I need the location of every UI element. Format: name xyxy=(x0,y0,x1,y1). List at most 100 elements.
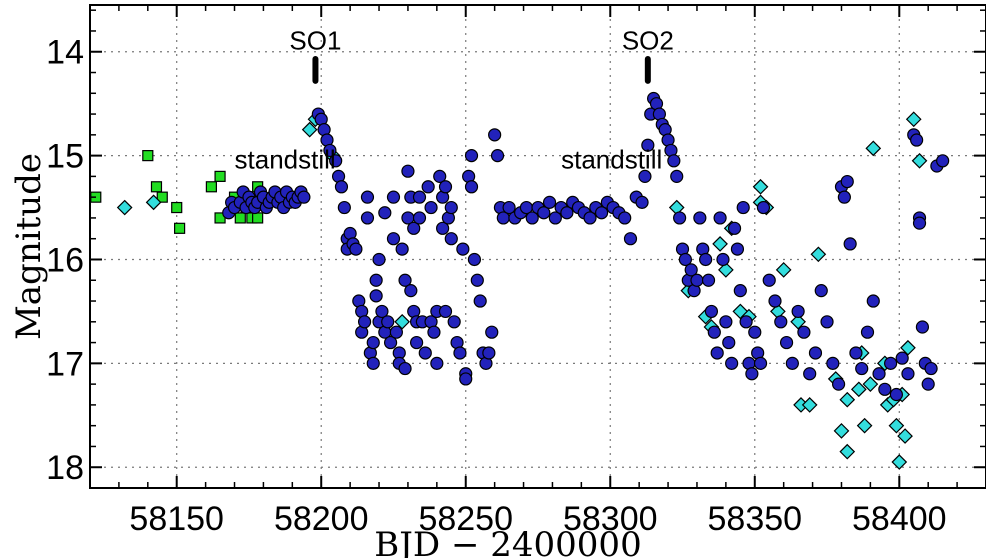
outburst-label: SO1 xyxy=(289,25,341,55)
data-point-circle xyxy=(375,304,389,319)
data-point-circle xyxy=(436,221,450,235)
data-point-circle xyxy=(404,284,418,298)
data-point-circle xyxy=(701,273,716,287)
data-point-circle xyxy=(594,206,609,220)
data-point-diamond xyxy=(839,391,856,408)
data-point-circle xyxy=(915,320,930,334)
data-point-circle xyxy=(357,315,372,329)
data-point-circle xyxy=(826,356,840,370)
data-point-circle xyxy=(673,211,687,225)
data-point-diamond xyxy=(145,194,162,211)
data-point-circle xyxy=(453,346,467,360)
data-point-circle xyxy=(372,252,386,267)
data-point-diamond xyxy=(116,199,133,216)
y-tick-label: 17 xyxy=(46,345,84,383)
data-point-circle xyxy=(337,200,351,215)
data-point-diamond xyxy=(905,111,922,128)
data-point-circle xyxy=(383,335,398,350)
data-point-circle xyxy=(730,242,745,256)
data-point-circle xyxy=(366,335,380,350)
data-point-circle xyxy=(719,315,733,329)
data-point-circle xyxy=(670,169,684,183)
data-point-square xyxy=(252,212,264,224)
data-point-circle xyxy=(762,273,776,287)
data-point-circle xyxy=(641,138,655,152)
data-point-circle xyxy=(849,346,863,360)
data-point-circle xyxy=(727,221,742,235)
y-tick-label: 14 xyxy=(46,34,84,72)
data-point-diamond xyxy=(897,428,913,444)
data-point-square xyxy=(142,150,154,162)
data-point-circle xyxy=(444,200,458,215)
data-point-circle xyxy=(464,180,479,194)
standstill-label: standstill xyxy=(561,145,662,175)
data-point-circle xyxy=(725,356,739,370)
data-point-square xyxy=(156,191,168,203)
data-point-circle xyxy=(866,294,880,308)
data-point-circle xyxy=(485,325,499,339)
data-point-diamond xyxy=(911,152,928,169)
data-point-circle xyxy=(878,382,892,396)
data-point-square xyxy=(214,170,226,182)
data-point-circle xyxy=(699,252,713,267)
data-point-circle xyxy=(323,143,337,158)
data-point-circle xyxy=(803,367,817,381)
data-point-circle xyxy=(386,232,401,246)
data-point-circle xyxy=(855,361,869,376)
data-point-circle xyxy=(791,304,805,319)
y-axis-title: Magnitude xyxy=(9,153,49,340)
data-point-diamond xyxy=(752,178,769,195)
data-point-circle xyxy=(936,154,950,168)
data-point-circle xyxy=(710,346,724,360)
data-point-circle xyxy=(424,200,438,215)
data-point-circle xyxy=(693,211,707,225)
data-point-diamond xyxy=(839,443,856,460)
data-point-circle xyxy=(872,367,886,381)
data-point-circle xyxy=(329,154,343,168)
data-point-circle xyxy=(488,128,502,142)
data-point-circle xyxy=(638,169,652,183)
data-point-circle xyxy=(910,133,924,147)
data-point-circle xyxy=(389,325,403,339)
data-point-circle xyxy=(482,346,496,360)
data-point-circle xyxy=(736,200,750,215)
data-point-diamond xyxy=(850,381,867,398)
data-point-diamond xyxy=(718,262,734,278)
data-point-circle xyxy=(837,190,851,204)
data-point-circle xyxy=(748,325,762,339)
x-tick-label: 58250 xyxy=(418,500,513,538)
data-point-circle xyxy=(889,387,904,402)
data-point-circle xyxy=(467,252,482,267)
data-point-circle xyxy=(447,315,461,329)
annotations: SO1 SO2 standstill standstill xyxy=(235,25,674,174)
data-point-circle xyxy=(808,346,823,360)
data-point-circle xyxy=(678,252,693,267)
x-tick-label: 58400 xyxy=(852,500,947,538)
data-point-circle xyxy=(421,180,435,194)
data-point-circle xyxy=(366,356,380,370)
data-point-circle xyxy=(470,273,484,287)
data-point-circle xyxy=(537,206,551,220)
data-point-circle xyxy=(623,232,638,246)
data-point-circle xyxy=(386,190,401,204)
data-point-circle xyxy=(334,180,349,194)
data-point-circle xyxy=(774,315,788,329)
data-point-circle xyxy=(369,273,383,287)
data-point-circle xyxy=(433,169,447,183)
y-tick-label: 15 xyxy=(46,138,84,176)
data-point-circle xyxy=(438,180,453,194)
data-point-circle xyxy=(381,315,395,329)
x-tick-label: 58200 xyxy=(274,500,369,538)
data-point-circle xyxy=(756,200,771,215)
data-point-circle xyxy=(444,232,458,246)
x-tick-label: 58150 xyxy=(129,500,224,538)
data-point-square xyxy=(205,181,217,193)
data-point-diamond xyxy=(394,313,411,330)
data-point-circle xyxy=(814,284,828,298)
data-point-circle xyxy=(901,367,915,381)
data-point-circle xyxy=(349,242,363,256)
data-point-circle xyxy=(921,377,935,391)
outburst-label: SO2 xyxy=(622,25,674,55)
data-point-circle xyxy=(412,190,427,204)
